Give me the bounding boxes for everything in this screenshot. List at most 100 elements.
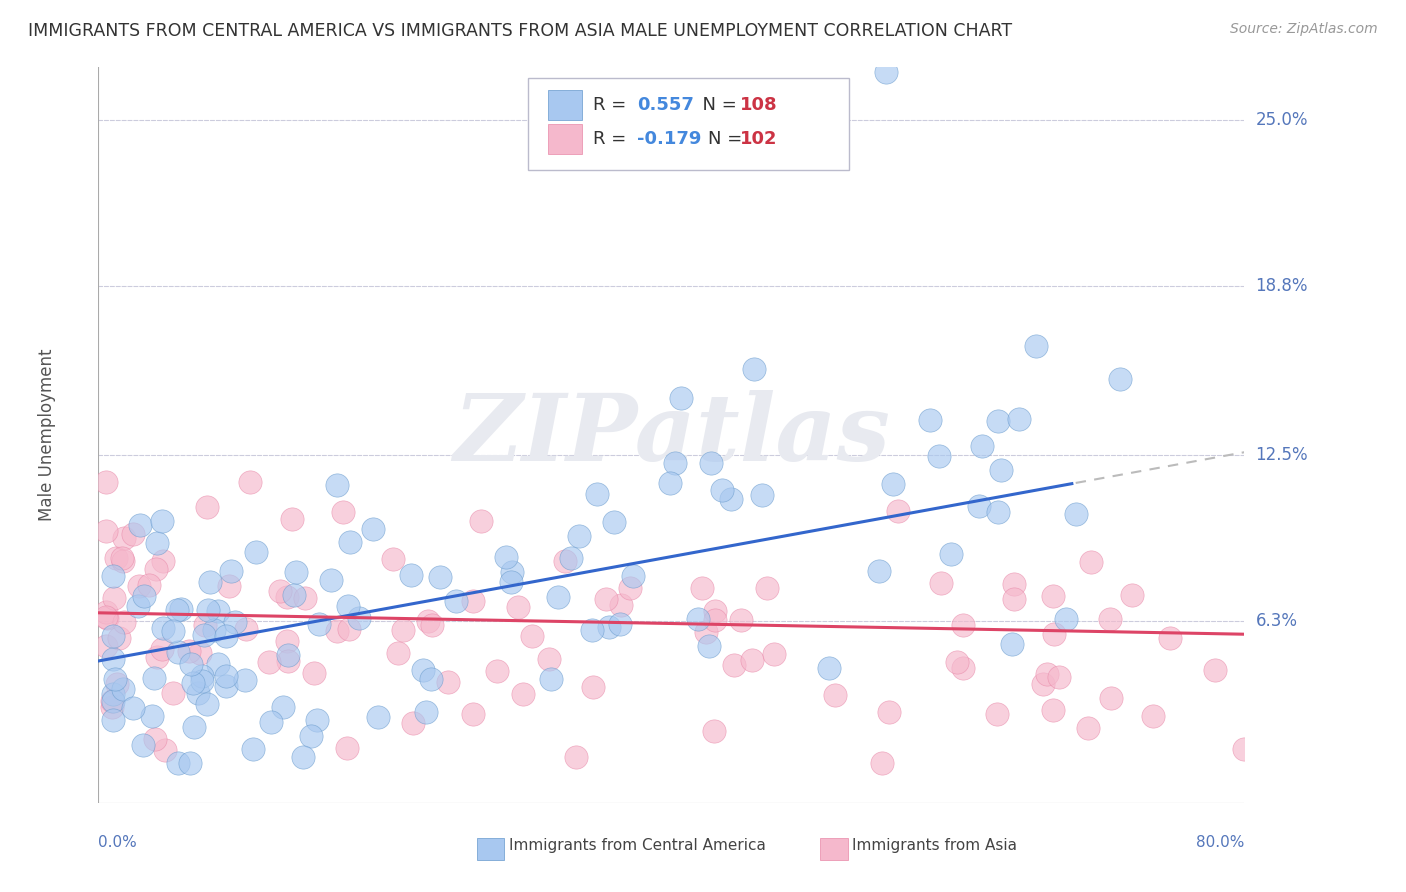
Point (420, 618, 443, 632)
Point (111, 681, 134, 696)
Point (281, 512, 304, 526)
Point (277, 654, 299, 668)
Point (547, 590, 569, 604)
Point (751, 488, 773, 502)
Point (402, 715, 425, 730)
Text: R =: R = (593, 96, 633, 114)
Point (744, 362, 766, 376)
Point (560, 551, 582, 566)
Point (501, 565, 523, 579)
Point (1025, 339, 1047, 353)
Point (1002, 592, 1025, 607)
Point (463, 706, 485, 721)
Point (554, 554, 576, 568)
Point (239, 475, 262, 489)
Point (512, 687, 534, 701)
Point (181, 676, 204, 690)
Point (1042, 589, 1064, 603)
Point (415, 705, 437, 719)
Point (1204, 663, 1226, 677)
FancyBboxPatch shape (547, 90, 582, 120)
Point (598, 619, 620, 633)
Point (1099, 612, 1122, 626)
Text: 12.5%: 12.5% (1256, 446, 1308, 464)
Point (703, 723, 725, 738)
Point (101, 699, 124, 714)
Point (703, 604, 725, 618)
Point (128, 579, 150, 593)
Point (609, 617, 631, 632)
Point (463, 594, 485, 608)
Point (887, 504, 910, 518)
Point (207, 604, 229, 618)
Point (1099, 690, 1122, 705)
Point (108, 631, 131, 645)
Point (332, 505, 354, 519)
Text: 6.3%: 6.3% (1256, 612, 1298, 630)
Point (277, 648, 299, 662)
Point (568, 528, 591, 542)
Point (817, 661, 839, 675)
Text: 102: 102 (740, 130, 778, 148)
Point (132, 738, 155, 752)
Point (121, 701, 143, 715)
Point (429, 570, 451, 584)
Point (96, 640, 118, 654)
Point (392, 624, 415, 638)
Point (101, 713, 124, 727)
Point (207, 657, 229, 672)
Point (183, 720, 205, 734)
Point (1233, 742, 1256, 756)
Point (104, 672, 127, 686)
Point (741, 653, 763, 667)
Point (762, 647, 785, 661)
Point (337, 622, 360, 636)
Text: Immigrants from Asia: Immigrants from Asia (852, 838, 1018, 853)
Text: Male Unemployment: Male Unemployment (38, 349, 56, 521)
Point (700, 456, 723, 470)
Point (294, 591, 316, 606)
Point (882, 476, 904, 491)
Point (245, 545, 267, 559)
Point (167, 645, 190, 659)
Point (134, 589, 156, 603)
Point (419, 672, 441, 686)
Point (122, 527, 145, 541)
Point (96, 610, 118, 624)
Point (94, 606, 117, 620)
Point (337, 599, 360, 613)
Point (112, 615, 135, 629)
Point (128, 517, 150, 532)
Point (96, 611, 118, 625)
Point (730, 613, 752, 627)
Point (276, 590, 298, 604)
Point (105, 676, 128, 690)
Point (720, 492, 742, 507)
Point (1121, 588, 1143, 602)
Point (101, 687, 124, 701)
Text: -0.179: -0.179 (637, 130, 702, 148)
Point (1002, 577, 1025, 591)
Point (755, 581, 778, 595)
Point (112, 554, 135, 568)
Text: 0.0%: 0.0% (98, 835, 138, 850)
Point (292, 750, 315, 764)
Point (166, 603, 188, 617)
Point (94, 524, 117, 538)
Point (695, 625, 717, 640)
Point (564, 749, 586, 764)
Point (664, 456, 686, 470)
Point (221, 564, 243, 578)
Point (197, 602, 219, 616)
Point (162, 624, 184, 639)
Point (875, 65, 897, 79)
Point (101, 569, 124, 583)
Point (145, 562, 167, 576)
Point (195, 697, 218, 711)
Point (918, 413, 941, 427)
Point (382, 552, 405, 566)
Point (621, 568, 644, 582)
Point (187, 686, 209, 700)
Point (1032, 677, 1054, 691)
Point (595, 592, 617, 607)
